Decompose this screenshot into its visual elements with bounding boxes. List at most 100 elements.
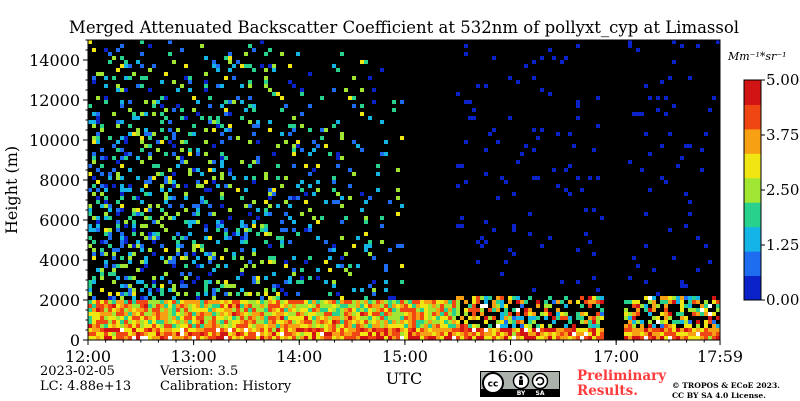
heatmap-cell: [664, 96, 668, 100]
heatmap-cell: [312, 192, 316, 196]
heatmap-cell: [188, 332, 192, 336]
heatmap-cell: [244, 264, 248, 268]
heatmap-cell: [712, 324, 716, 328]
heatmap-cell: [192, 212, 196, 216]
heatmap-cell: [284, 260, 288, 264]
heatmap-cell: [92, 320, 96, 324]
heatmap-cell: [464, 324, 468, 328]
heatmap-cell: [412, 320, 416, 324]
heatmap-cell: [184, 196, 188, 200]
heatmap-cell: [396, 300, 400, 304]
heatmap-cell: [292, 116, 296, 120]
heatmap-cell: [704, 308, 708, 312]
heatmap-cell: [220, 152, 224, 156]
heatmap-cell: [116, 224, 120, 228]
heatmap-cell: [120, 88, 124, 92]
heatmap-cell: [364, 304, 368, 308]
heatmap-cell: [228, 312, 232, 316]
heatmap-cell: [244, 292, 248, 296]
heatmap-cell: [372, 336, 376, 340]
heatmap-cell: [568, 332, 572, 336]
heatmap-cell: [100, 336, 104, 340]
heatmap-cell: [148, 152, 152, 156]
heatmap-cell: [576, 336, 580, 340]
heatmap-cell: [400, 136, 404, 140]
heatmap-cell: [636, 312, 640, 316]
heatmap-cell: [560, 316, 564, 320]
heatmap-cell: [148, 336, 152, 340]
heatmap-cell: [300, 212, 304, 216]
heatmap-cell: [264, 288, 268, 292]
heatmap-cell: [400, 300, 404, 304]
heatmap-cell: [100, 312, 104, 316]
heatmap-cell: [112, 328, 116, 332]
heatmap-cell: [116, 328, 120, 332]
heatmap-cell: [244, 108, 248, 112]
heatmap-cell: [532, 332, 536, 336]
heatmap-cell: [164, 260, 168, 264]
heatmap-cell: [204, 84, 208, 88]
heatmap-cell: [192, 168, 196, 172]
heatmap-cell: [352, 172, 356, 176]
heatmap-cell: [448, 332, 452, 336]
heatmap-cell: [228, 316, 232, 320]
heatmap-cell: [628, 160, 632, 164]
heatmap-cell: [108, 232, 112, 236]
heatmap-cell: [304, 308, 308, 312]
heatmap-cell: [500, 328, 504, 332]
heatmap-cell: [540, 128, 544, 132]
heatmap-cell: [112, 336, 116, 340]
heatmap-cell: [140, 64, 144, 68]
heatmap-cell: [104, 260, 108, 264]
heatmap-cell: [336, 292, 340, 296]
heatmap-cell: [128, 316, 132, 320]
heatmap-cell: [716, 328, 720, 332]
heatmap-cell: [152, 100, 156, 104]
heatmap-cell: [144, 144, 148, 148]
colorbar-segment: [744, 128, 761, 154]
heatmap-cell: [152, 332, 156, 336]
heatmap-cell: [212, 268, 216, 272]
heatmap-cell: [268, 256, 272, 260]
heatmap-cell: [204, 308, 208, 312]
heatmap-cell: [196, 112, 200, 116]
heatmap-cell: [244, 64, 248, 68]
heatmap-cell: [296, 196, 300, 200]
heatmap-cell: [156, 336, 160, 340]
heatmap-cell: [264, 76, 268, 80]
heatmap-cell: [472, 328, 476, 332]
heatmap-cell: [128, 288, 132, 292]
heatmap-cell: [288, 64, 292, 68]
heatmap-cell: [536, 324, 540, 328]
heatmap-cell: [112, 252, 116, 256]
heatmap-cell: [576, 300, 580, 304]
heatmap-cell: [460, 328, 464, 332]
heatmap-cell: [100, 328, 104, 332]
heatmap-cell: [120, 292, 124, 296]
heatmap-cell: [380, 300, 384, 304]
heatmap-cell: [364, 248, 368, 252]
heatmap-cell: [160, 304, 164, 308]
y-tick-label: 8000: [39, 171, 80, 190]
heatmap-cell: [216, 300, 220, 304]
heatmap-cell: [92, 248, 96, 252]
heatmap-cell: [100, 308, 104, 312]
heatmap-cell: [268, 196, 272, 200]
heatmap-cell: [132, 228, 136, 232]
heatmap-cell: [192, 96, 196, 100]
heatmap-cell: [184, 208, 188, 212]
heatmap-cell: [92, 124, 96, 128]
heatmap-cell: [668, 296, 672, 300]
heatmap-cell: [340, 136, 344, 140]
y-tick-label: 4000: [39, 251, 80, 270]
heatmap-cell: [388, 312, 392, 316]
heatmap-cell: [332, 124, 336, 128]
heatmap-cell: [648, 96, 652, 100]
heatmap-cell: [540, 336, 544, 340]
heatmap-cell: [448, 300, 452, 304]
heatmap-cell: [364, 328, 368, 332]
heatmap-cell: [352, 104, 356, 108]
heatmap-cell: [152, 104, 156, 108]
heatmap-cell: [144, 308, 148, 312]
heatmap-cell: [244, 324, 248, 328]
